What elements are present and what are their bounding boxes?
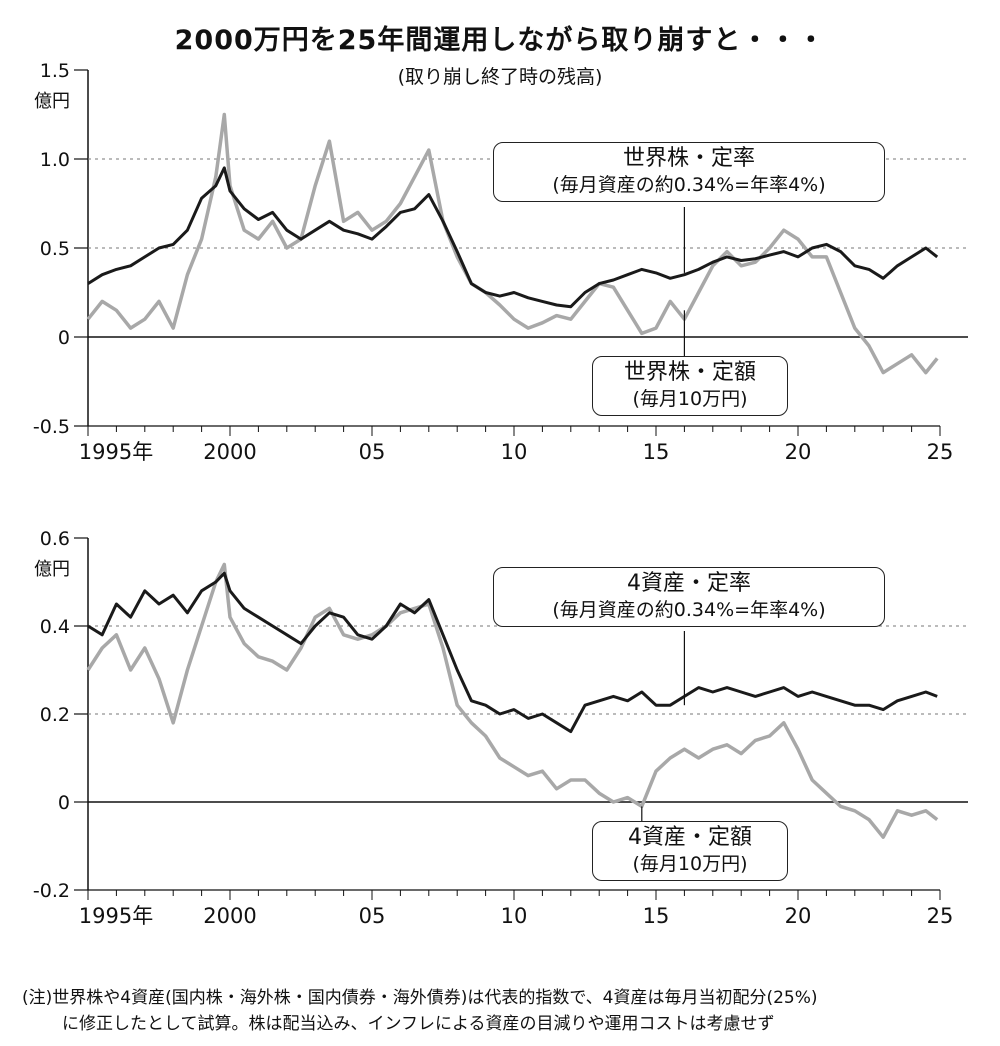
callout-world-rate-sub: (毎月資産の約0.34%=年率4%) <box>552 174 826 196</box>
chart2-y-tick-label: 0 <box>58 792 70 814</box>
chart-title: 2000万円を25年間運用しながら取り崩すと・・・ <box>174 25 826 56</box>
chart2-x-tick-label: 25 <box>927 904 954 928</box>
chart2-x-tick-label: 1995年 <box>79 904 153 928</box>
chart2-rate-series-line <box>87 571 938 734</box>
footnote: (注)世界株や4資産(国内株・海外株・国内債券・海外債券)は代表的指数で、4資産… <box>22 985 818 1037</box>
callout-4asset-amount-title: 4資産・定額 <box>628 825 752 850</box>
chart-subtitle: (取り崩し終了時の残高) <box>397 66 603 88</box>
chart1-y-tick-label: -0.5 <box>33 416 70 438</box>
callout-4asset-rate-sub: (毎月資産の約0.34%=年率4%) <box>552 599 826 621</box>
callout-4asset-amount: 4資産・定額 (毎月10万円) <box>592 821 788 881</box>
chart1-x-tick-label: 1995年 <box>79 440 153 464</box>
chart1-x-tick-label: 10 <box>501 440 528 464</box>
chart1-y-tick-label: 1.5 <box>40 60 70 82</box>
chart2-y-tick-label: 0.6 <box>40 528 70 550</box>
callout-world-amount-sub: (毎月10万円) <box>632 388 748 410</box>
callout-4asset-rate-title: 4資産・定率 <box>627 571 751 596</box>
chart1-x-tick-label: 15 <box>643 440 670 464</box>
callout-world-rate: 世界株・定率 (毎月資産の約0.34%=年率4%) <box>493 142 885 202</box>
chart2-y-tick-label: 0.4 <box>40 616 70 638</box>
callout-world-amount: 世界株・定額 (毎月10万円) <box>592 356 788 416</box>
footnote-line-2: に修正したとして試算。株は配当込み、インフレによる資産の目減りや運用コストは考慮… <box>62 1014 775 1034</box>
chart1-y-tick-label: 0 <box>58 327 70 349</box>
chart2-x-tick-label: 05 <box>359 904 386 928</box>
chart2-y-tick-label: -0.2 <box>33 880 70 902</box>
chart2-x-tick-label: 2000 <box>203 904 256 928</box>
callout-4asset-rate: 4資産・定率 (毎月資産の約0.34%=年率4%) <box>493 567 885 627</box>
chart2-x-tick-label: 10 <box>501 904 528 928</box>
chart1-x-tick-label: 20 <box>785 440 812 464</box>
chart2-y-tick-label: 0.2 <box>40 704 70 726</box>
chart2-x-tick-label: 20 <box>785 904 812 928</box>
chart1-rate-series-line <box>87 166 939 309</box>
footnote-line-1: (注)世界株や4資産(国内株・海外株・国内債券・海外債券)は代表的指数で、4資産… <box>22 988 818 1008</box>
chart1-y-tick-label: 1.0 <box>40 149 70 171</box>
chart1-x-tick-label: 2000 <box>203 440 256 464</box>
chart1-x-tick-label: 25 <box>927 440 954 464</box>
chart1-unit-label: 億円 <box>34 91 70 112</box>
chart1-x-tick-label: 05 <box>359 440 386 464</box>
callout-world-amount-title: 世界株・定額 <box>623 360 756 385</box>
chart1-amount-series-line <box>86 112 939 375</box>
chart2-x-tick-label: 15 <box>643 904 670 928</box>
chart2-unit-label: 億円 <box>34 559 70 580</box>
callout-4asset-amount-sub: (毎月10万円) <box>632 853 748 875</box>
chart1-y-tick-label: 0.5 <box>40 238 70 260</box>
callout-world-rate-title: 世界株・定率 <box>622 146 755 171</box>
